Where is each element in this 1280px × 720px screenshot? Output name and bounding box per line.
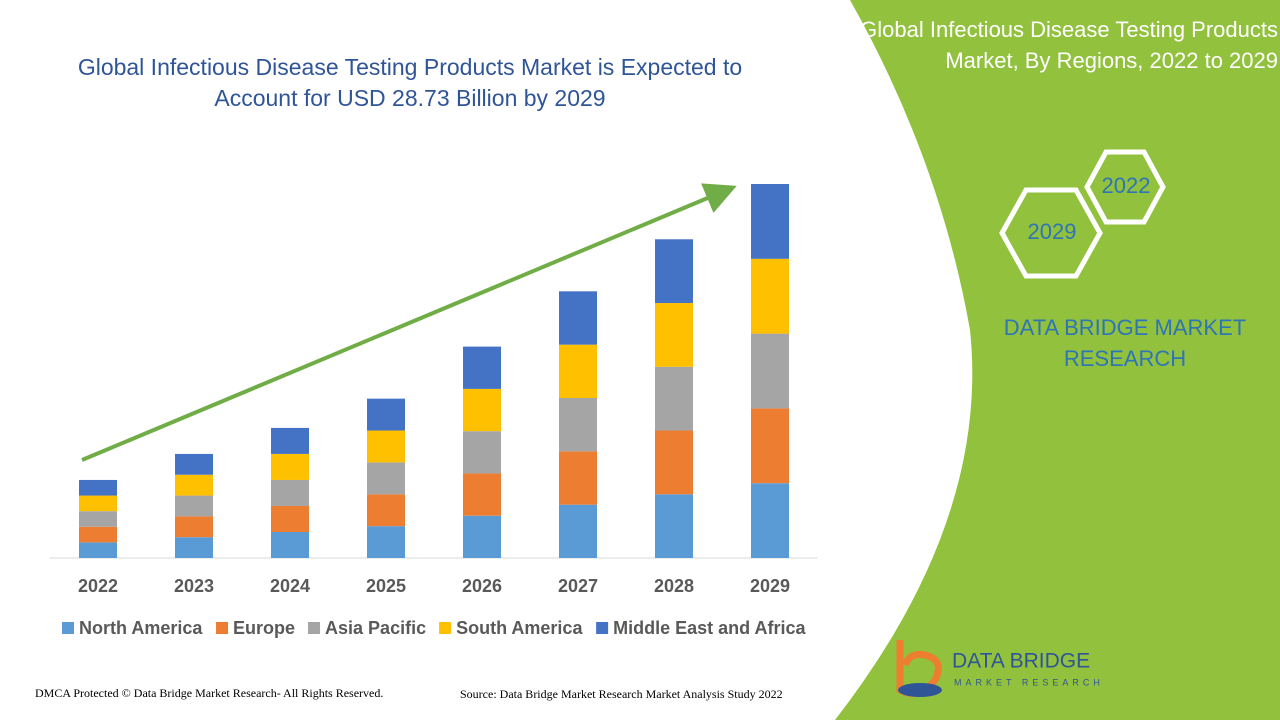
x-tick-label: 2022 (78, 576, 118, 596)
bar-segment (271, 531, 309, 558)
bar-segment (463, 515, 501, 558)
brand-text: DATA BRIDGE MARKET RESEARCH (1003, 315, 1247, 371)
bar-segment (175, 453, 213, 475)
bar-segment (655, 303, 693, 367)
bar-segment (559, 504, 597, 558)
legend-swatch (439, 622, 452, 634)
legend-label: South America (456, 618, 583, 638)
chart-title: Global Infectious Disease Testing Produc… (77, 54, 743, 111)
bar-segment (655, 239, 693, 304)
bar-segment (559, 397, 597, 452)
side-panel-bg (835, 0, 1280, 720)
bar-segment (463, 431, 501, 474)
bar-segment (655, 430, 693, 495)
legend-swatch (308, 622, 321, 634)
bar-segment (175, 474, 213, 496)
bar-segment (79, 526, 117, 543)
bar-segment (175, 516, 213, 538)
legend-label: Europe (233, 618, 295, 638)
bar-segment (271, 453, 309, 480)
legend-label: Asia Pacific (325, 618, 426, 638)
bar-segment (367, 494, 405, 527)
bar-segment (751, 333, 789, 409)
side-panel-title: Global Infectious Disease Testing Produc… (860, 17, 1278, 73)
x-tick-label: 2028 (654, 576, 694, 596)
hexagon (999, 187, 1103, 279)
source: Source: Data Bridge Market Research Mark… (460, 687, 783, 701)
bar-segment (463, 388, 501, 432)
bar-segment (559, 291, 597, 345)
bar-segment (79, 511, 117, 527)
bar-segment (559, 451, 597, 505)
bar-segment (175, 495, 213, 517)
logo-name: DATA BRIDGE (952, 650, 1090, 673)
legend-swatch (62, 622, 74, 634)
legend-label: North America (79, 618, 203, 638)
bar-segment (559, 344, 597, 398)
legend-swatch (216, 622, 229, 634)
bar-segment (463, 473, 501, 516)
x-tick-label: 2026 (462, 576, 502, 596)
bar-segment (79, 542, 117, 558)
legend-swatch (596, 622, 609, 634)
logo-tagline: MARKET RESEARCH (954, 677, 1104, 687)
x-tick-label: 2029 (750, 576, 790, 596)
bar-segment (655, 366, 693, 431)
bar-segment (463, 346, 501, 389)
bar-segment (751, 258, 789, 334)
hexagon-label: 2029 (1028, 219, 1077, 244)
copyright: DMCA Protected © Data Bridge Market Rese… (35, 686, 384, 700)
bar-segment (751, 408, 789, 484)
trend-arrow (81, 183, 737, 462)
bar-segment (655, 494, 693, 558)
x-tick-label: 2023 (174, 576, 214, 596)
x-tick-label: 2027 (558, 576, 598, 596)
bar-segment (751, 483, 789, 558)
bar-segment (79, 479, 117, 496)
bar-segment (79, 495, 117, 512)
bar-segment (367, 526, 405, 558)
bar-segment (271, 479, 309, 506)
bar-segment (367, 462, 405, 495)
x-tick-label: 2024 (270, 576, 310, 596)
bar-segment (175, 537, 213, 558)
bar-segment (367, 398, 405, 431)
bar-segment (367, 430, 405, 463)
x-tick-label: 2025 (366, 576, 406, 596)
hexagon-label: 2022 (1102, 173, 1151, 198)
bar-segment (271, 427, 309, 454)
bar-segment (271, 505, 309, 532)
logo (896, 640, 942, 697)
hexagon (1084, 149, 1166, 225)
legend-label: Middle East and Africa (613, 618, 806, 638)
bar-segment (751, 184, 789, 259)
